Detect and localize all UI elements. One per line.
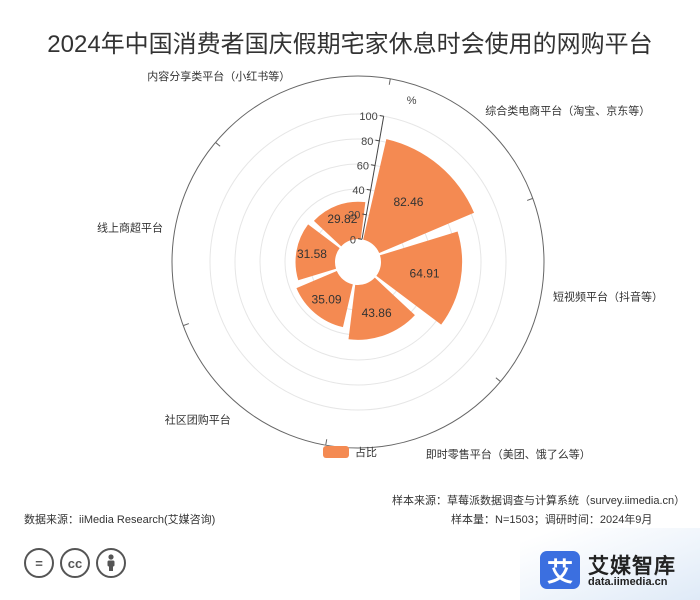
angle-tick-1 bbox=[526, 197, 533, 201]
data-label-0: 82.46 bbox=[393, 195, 423, 209]
radial-unit-label: % bbox=[407, 95, 417, 107]
legend-label: 占比 bbox=[355, 447, 377, 459]
radial-tick-label-4: 80 bbox=[361, 136, 373, 148]
bar-1 bbox=[376, 231, 463, 325]
category-label-2: 即时零售平台（美团、饿了么等） bbox=[426, 447, 591, 461]
radial-tick-mark-1 bbox=[362, 213, 367, 216]
radial-tick-mark-2 bbox=[366, 188, 371, 191]
brand-logo-icon: 艾 bbox=[540, 551, 580, 589]
data-source-note: 数据来源：iiMedia Research(艾媒咨询) bbox=[24, 514, 216, 526]
radial-axis-line bbox=[361, 116, 385, 240]
radial-tick-label-3: 60 bbox=[357, 160, 369, 172]
license-icons: = cc bbox=[24, 548, 126, 578]
category-label-1: 短视频平台（抖音等） bbox=[553, 289, 663, 303]
outer-ring bbox=[171, 75, 545, 449]
data-label-3: 35.09 bbox=[312, 292, 342, 306]
angle-tick-2 bbox=[495, 377, 501, 382]
bar-2 bbox=[348, 277, 415, 340]
data-label-2: 43.86 bbox=[362, 306, 392, 320]
angle-tick-0 bbox=[388, 78, 391, 85]
data-label-1: 64.91 bbox=[410, 267, 440, 281]
angle-tick-3 bbox=[325, 439, 328, 446]
radial-tick-label-5: 100 bbox=[359, 111, 377, 123]
brand-name: 艾媒智库 bbox=[588, 555, 676, 578]
sample-size-note: 样本量：N=1503；调研时间：2024年9月 bbox=[451, 514, 653, 526]
grid-ring-5 bbox=[209, 113, 507, 411]
angle-tick-5 bbox=[215, 142, 221, 147]
radial-tick-label-0: 0 bbox=[350, 234, 356, 246]
data-label-5: 29.82 bbox=[327, 212, 357, 226]
attribution-person-icon bbox=[96, 548, 126, 578]
category-label-4: 线上商超平台 bbox=[97, 221, 163, 235]
radial-tick-mark-4 bbox=[375, 139, 380, 142]
radial-tick-mark-3 bbox=[370, 164, 376, 166]
grid-ring-4 bbox=[234, 138, 482, 386]
label-group: 82.46 64.91 43.86 35.09 31.58 29.82 综合类电商平台（淘宝… bbox=[97, 69, 663, 461]
radial-tick-mark-5 bbox=[379, 115, 384, 117]
radial-axis: 0 20 40 60 80 100% bbox=[348, 95, 417, 246]
polar-grid bbox=[171, 75, 545, 449]
category-label-5: 内容分享类平台（小红书等） bbox=[147, 69, 290, 83]
creative-commons-icon: cc bbox=[60, 548, 90, 578]
chart-title: 2024年中国消费者国庆假期宅家休息时会使用的网购平台 bbox=[47, 31, 653, 58]
no-derivatives-icon: = bbox=[24, 548, 54, 578]
category-label-0: 综合类电商平台（淘宝、京东等） bbox=[485, 103, 650, 117]
bar-4 bbox=[295, 224, 340, 281]
radial-tick-mark-0 bbox=[357, 238, 363, 240]
bar-5 bbox=[313, 201, 366, 247]
sample-source-note: 样本来源：草莓派数据调查与计算系统（survey.iimedia.cn） bbox=[392, 495, 686, 507]
radial-tick-label-1: 20 bbox=[348, 210, 360, 222]
bar-3 bbox=[296, 270, 353, 328]
category-label-3: 社区团购平台 bbox=[165, 413, 231, 427]
radial-tick-label-2: 40 bbox=[352, 185, 364, 197]
data-label-4: 31.58 bbox=[297, 247, 327, 261]
legend[interactable]: 占比 bbox=[0, 444, 700, 460]
legend-swatch bbox=[323, 446, 349, 458]
angle-tick-4 bbox=[183, 323, 190, 327]
bar-group bbox=[295, 139, 475, 340]
brand-url: data.iimedia.cn bbox=[588, 576, 668, 588]
bar-0 bbox=[363, 139, 475, 254]
